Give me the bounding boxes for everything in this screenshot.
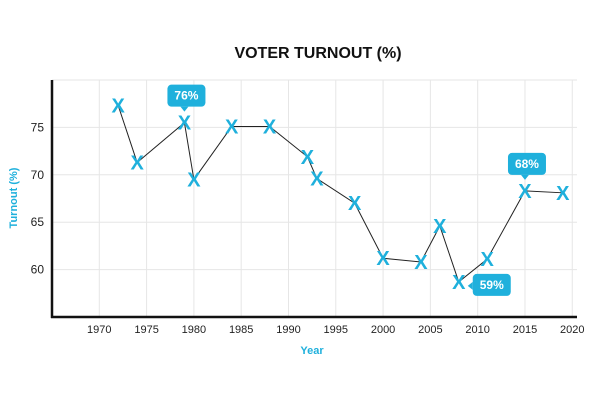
callout-box [167, 84, 206, 107]
tick-labels: 1970 1975 1980 1985 1990 1995 2000 2005 2010 2015… [31, 120, 585, 336]
x-tick-label: 1985 [229, 324, 253, 336]
callout-label: 68% [515, 157, 539, 171]
callout-label: 59% [480, 278, 504, 292]
data-point-marker: X [518, 181, 532, 203]
callout-box [472, 273, 511, 296]
callout-pointer [520, 174, 529, 180]
x-tick-label: 2005 [418, 324, 442, 336]
chart-title: VOTER TURNOUT (%) [234, 45, 401, 62]
x-tick-label: 1975 [134, 324, 158, 336]
data-point-marker: X [263, 116, 277, 138]
x-axis-label: Year [300, 345, 324, 357]
x-tick-label: 1980 [182, 324, 206, 336]
x-tick-label: 2000 [371, 324, 395, 336]
y-tick-label: 65 [31, 215, 45, 229]
data-point-marker: X [310, 169, 324, 191]
y-tick-label: 70 [31, 168, 45, 182]
data-point-marker: X [433, 216, 447, 238]
y-tick-label: 75 [31, 120, 45, 134]
y-tick-label: 60 [31, 263, 45, 277]
data-point-marker: X [480, 249, 494, 271]
x-tick-label: 2015 [513, 324, 537, 336]
x-tick-label: 1970 [87, 324, 111, 336]
x-tick-label: 2010 [465, 324, 489, 336]
data-point-marker: X [301, 147, 315, 169]
data-point-marker: X [130, 152, 144, 174]
data-point-marker: X [414, 252, 428, 274]
data-point-marker: X [376, 248, 390, 270]
x-tick-label: 1995 [324, 324, 348, 336]
data-point-marker: X [178, 113, 192, 135]
annotations: 76% 59% 68% [167, 84, 546, 296]
data-point-marker: X [112, 96, 126, 118]
data-point-marker: X [348, 193, 362, 215]
data-point-marker: X [187, 170, 201, 192]
data-point-marker: X [556, 183, 570, 205]
series-line [117, 105, 563, 283]
gridlines [52, 79, 577, 317]
turnout-line [117, 105, 563, 283]
y-axis-label: Turnout (%) [8, 167, 20, 228]
callout-box [507, 152, 546, 175]
axes [50, 80, 577, 319]
data-point-marker: X [452, 272, 466, 294]
callout-pointer [180, 106, 189, 112]
x-tick-label: 2020 [560, 324, 584, 336]
callout-label: 76% [174, 89, 198, 103]
data-point-marker: X [225, 116, 239, 138]
callout-pointer [467, 281, 473, 290]
x-tick-label: 1990 [276, 324, 300, 336]
